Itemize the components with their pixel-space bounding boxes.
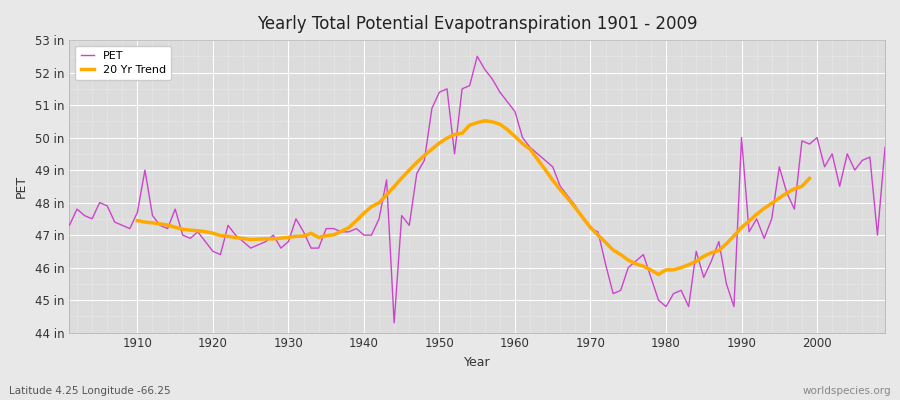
PET: [472, 54, 482, 59]
PET: [518, 135, 528, 140]
Text: worldspecies.org: worldspecies.org: [803, 386, 891, 396]
20 Yr Trend: [336, 229, 346, 234]
PET: [124, 226, 135, 231]
PET: [525, 145, 535, 150]
Text: Latitude 4.25 Longitude -66.25: Latitude 4.25 Longitude -66.25: [9, 386, 171, 396]
20 Yr Trend: [222, 234, 233, 239]
PET: [64, 223, 75, 228]
20 Yr Trend: [789, 186, 800, 191]
Y-axis label: PET: PET: [15, 175, 28, 198]
20 Yr Trend: [804, 176, 814, 181]
PET: [291, 216, 302, 221]
PET: [336, 230, 346, 234]
PET: [389, 320, 400, 325]
20 Yr Trend: [653, 272, 664, 277]
Legend: PET, 20 Yr Trend: PET, 20 Yr Trend: [75, 46, 171, 80]
20 Yr Trend: [132, 218, 143, 223]
Title: Yearly Total Potential Evapotranspiration 1901 - 2009: Yearly Total Potential Evapotranspiratio…: [257, 15, 698, 33]
PET: [616, 288, 626, 293]
20 Yr Trend: [721, 241, 732, 246]
Line: 20 Yr Trend: 20 Yr Trend: [138, 121, 809, 274]
20 Yr Trend: [608, 248, 618, 252]
X-axis label: Year: Year: [464, 356, 490, 369]
20 Yr Trend: [706, 250, 716, 255]
Line: PET: PET: [69, 56, 885, 323]
PET: [879, 145, 890, 150]
20 Yr Trend: [480, 118, 491, 123]
